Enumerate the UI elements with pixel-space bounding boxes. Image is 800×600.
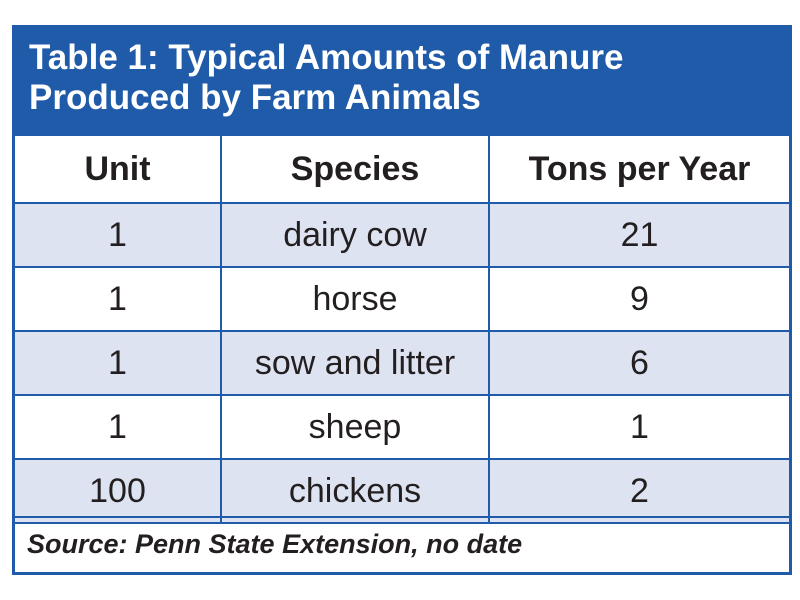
cell-tons-per-year: 1 bbox=[488, 394, 789, 460]
cell-tons-per-year: 9 bbox=[488, 266, 789, 332]
cell-species: dairy cow bbox=[220, 202, 490, 268]
cell-unit: 1 bbox=[15, 330, 222, 396]
header-row: Unit Species Tons per Year bbox=[15, 136, 789, 204]
data-grid: Unit Species Tons per Year 1 dairy cow 2… bbox=[15, 136, 789, 524]
cell-tons-per-year: 2 bbox=[488, 458, 789, 524]
cell-unit: 100 bbox=[15, 458, 222, 524]
table-title-line-1: Table 1: Typical Amounts of Manure bbox=[29, 38, 624, 77]
source-note: Source: Penn State Extension, no date bbox=[15, 516, 789, 572]
cell-tons-per-year: 6 bbox=[488, 330, 789, 396]
cell-species: sheep bbox=[220, 394, 490, 460]
cell-unit: 1 bbox=[15, 202, 222, 268]
table-row: 1 dairy cow 21 bbox=[15, 202, 789, 268]
table-title-line-2: Produced by Farm Animals bbox=[29, 78, 481, 117]
cell-unit: 1 bbox=[15, 394, 222, 460]
table-row: 100 chickens 2 bbox=[15, 458, 789, 524]
table-row: 1 sheep 1 bbox=[15, 394, 789, 460]
cell-species: horse bbox=[220, 266, 490, 332]
table-row: 1 sow and litter 6 bbox=[15, 330, 789, 396]
cell-tons-per-year: 21 bbox=[488, 202, 789, 268]
cell-species: sow and litter bbox=[220, 330, 490, 396]
manure-table: Table 1: Typical Amounts of Manure Produ… bbox=[12, 25, 792, 575]
table-row: 1 horse 9 bbox=[15, 266, 789, 332]
table-title: Table 1: Typical Amounts of Manure Produ… bbox=[15, 28, 789, 136]
cell-species: chickens bbox=[220, 458, 490, 524]
column-header-species: Species bbox=[220, 136, 490, 204]
column-header-tons-per-year: Tons per Year bbox=[488, 136, 789, 204]
column-header-unit: Unit bbox=[15, 136, 222, 204]
cell-unit: 1 bbox=[15, 266, 222, 332]
